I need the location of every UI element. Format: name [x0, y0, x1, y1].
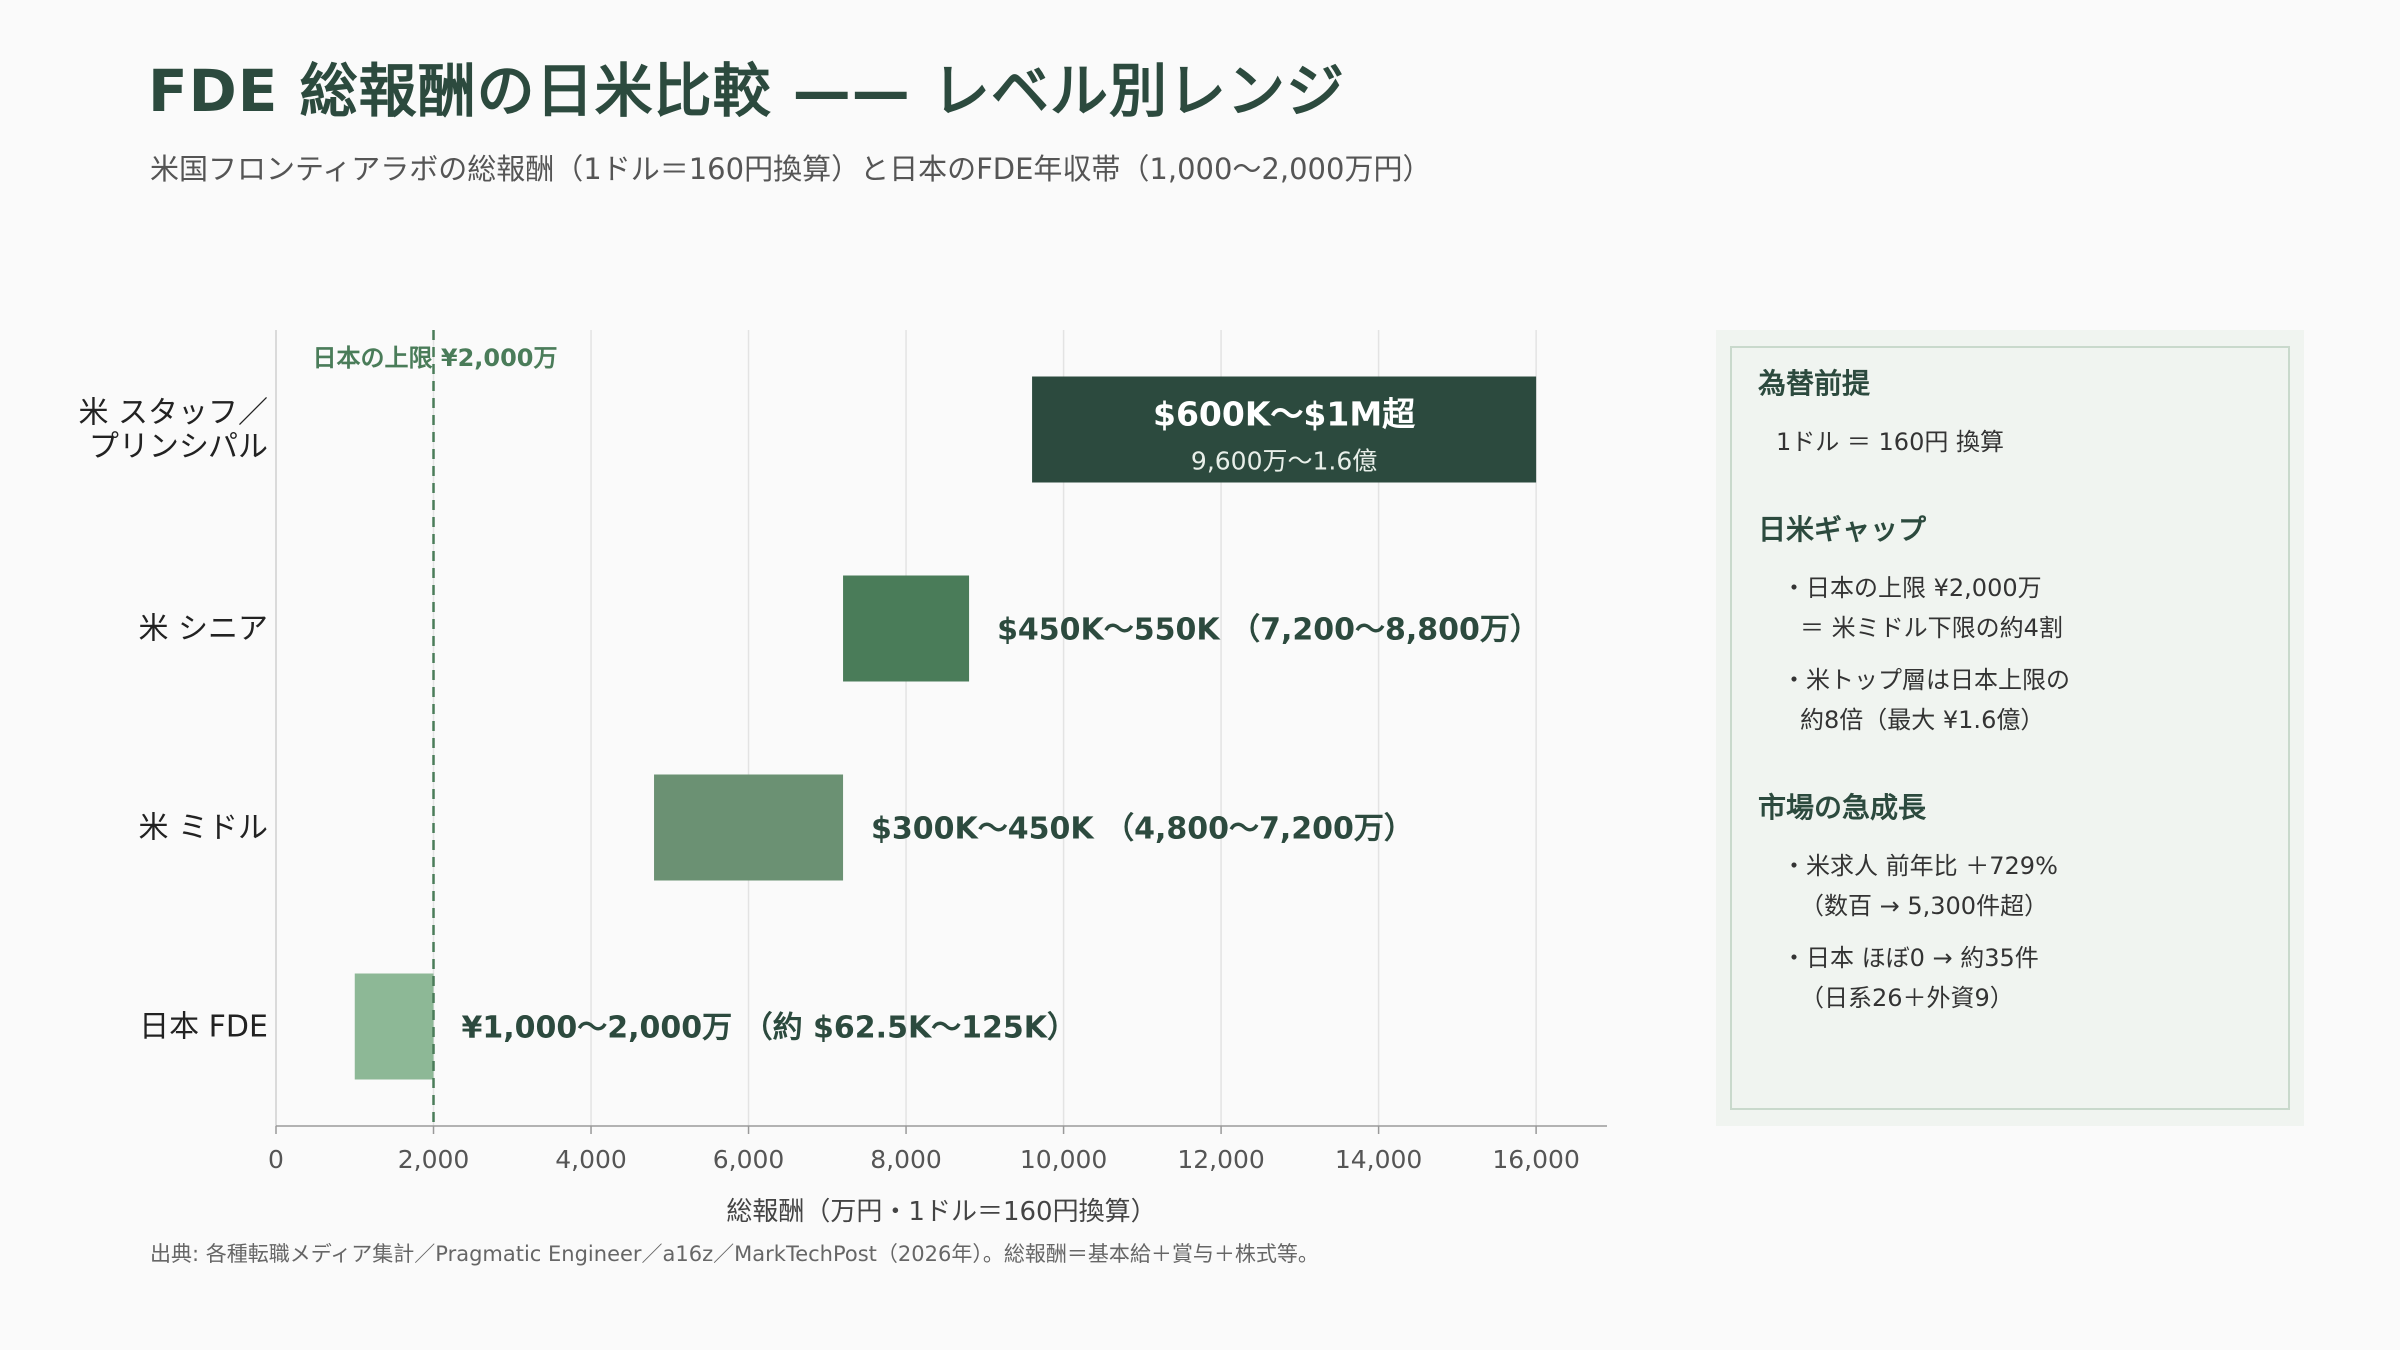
- panel-heading-exchange: 為替前提: [1758, 367, 1871, 400]
- x-tick-label: 14,000: [1335, 1145, 1422, 1174]
- bar-value-label: $450K〜550K （7,200〜8,800万）: [997, 613, 1540, 648]
- bar-value-sublabel: 9,600万〜1.6億: [1191, 447, 1377, 476]
- x-tick-label: 4,000: [555, 1145, 627, 1174]
- panel-line: ・米求人 前年比 ＋729%: [1782, 852, 2058, 880]
- page-title: FDE 総報酬の日米比較 —— レベル別レンジ: [148, 57, 1345, 125]
- range-bar: [1032, 376, 1537, 483]
- side-panel-frame: 為替前提 1ドル ＝ 160円 換算 日米ギャップ ・日本の上限 ¥2,000万…: [1730, 346, 2290, 1110]
- bar-value-label: $300K〜450K （4,800〜7,200万）: [871, 812, 1414, 847]
- x-axis-label: 総報酬（万円・1ドル＝160円換算）: [726, 1197, 1156, 1227]
- range-bar: [354, 973, 434, 1080]
- reference-line-label: 日本の上限 ¥2,000万: [313, 344, 558, 372]
- source-note: 出典: 各種転職メディア集計／Pragmatic Engineer／a16z／M…: [150, 1242, 1319, 1266]
- x-tick-label: 6,000: [713, 1145, 785, 1174]
- category-label: 米 シニア: [138, 612, 268, 647]
- panel-heading-growth: 市場の急成長: [1758, 791, 1927, 824]
- panel-line: ・日本の上限 ¥2,000万: [1782, 574, 2042, 602]
- side-panel: 為替前提 1ドル ＝ 160円 換算 日米ギャップ ・日本の上限 ¥2,000万…: [1716, 330, 2304, 1126]
- x-tick-label: 16,000: [1492, 1145, 1579, 1174]
- panel-line: ・米トップ層は日本上限の: [1782, 666, 2070, 694]
- x-tick-label: 10,000: [1020, 1145, 1107, 1174]
- x-tick-label: 2,000: [398, 1145, 470, 1174]
- category-label: プリンシパル: [89, 430, 268, 465]
- panel-heading-gap: 日米ギャップ: [1758, 513, 1927, 546]
- panel-line: （日系26＋外資9）: [1800, 984, 2014, 1012]
- x-tick-label: 12,000: [1177, 1145, 1264, 1174]
- category-label: 日本 FDE: [139, 1010, 268, 1045]
- x-tick-label: 0: [268, 1145, 284, 1174]
- bar-value-label: ¥1,000〜2,000万 （約 $62.5K〜125K）: [462, 1011, 1078, 1046]
- x-tick-label: 8,000: [870, 1145, 942, 1174]
- panel-line: ・日本 ほぼ0 → 約35件: [1782, 944, 2039, 972]
- panel-line: 約8倍（最大 ¥1.6億）: [1800, 706, 2045, 734]
- category-label: 米 ミドル: [138, 811, 268, 846]
- panel-line: （数百 → 5,300件超）: [1800, 892, 2049, 920]
- bar-value-label: $600K〜$1M超: [1153, 395, 1416, 434]
- category-label: 米 スタッフ／: [78, 396, 268, 431]
- page-subtitle: 米国フロンティアラボの総報酬（1ドル＝160円換算）と日本のFDE年収帯（1,0…: [150, 152, 1432, 186]
- range-bar: [843, 575, 970, 682]
- range-bar: [654, 774, 844, 881]
- panel-line: ＝ 米ミドル下限の約4割: [1800, 614, 2063, 642]
- panel-line: 1ドル ＝ 160円 換算: [1776, 428, 2004, 456]
